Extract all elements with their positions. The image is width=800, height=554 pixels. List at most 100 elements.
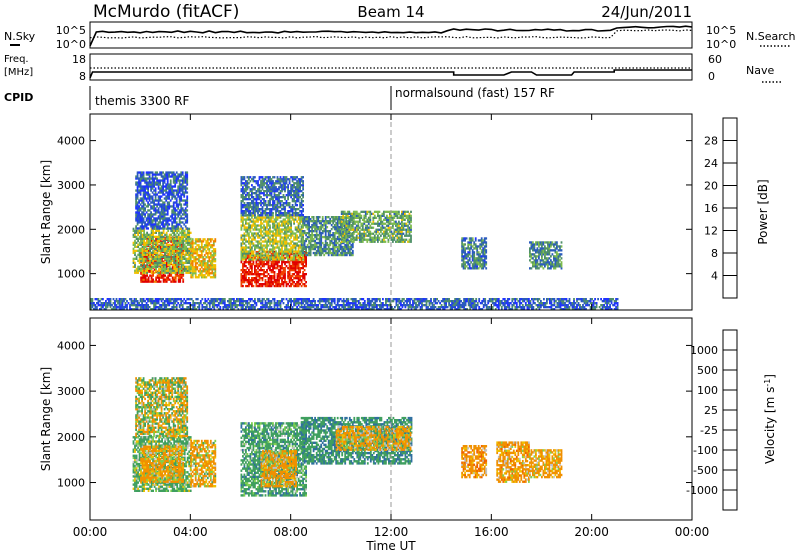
heatmap-cell bbox=[200, 266, 203, 269]
heatmap-cell bbox=[134, 257, 136, 260]
power-heatmap-cells bbox=[90, 171, 619, 311]
heatmap-cell bbox=[290, 220, 292, 223]
heatmap-cell bbox=[177, 269, 180, 272]
heatmap-cell bbox=[152, 265, 154, 268]
heatmap-cell bbox=[146, 263, 148, 266]
heatmap-cell bbox=[135, 229, 138, 232]
heatmap-cell bbox=[315, 224, 318, 227]
heatmap-cell bbox=[147, 239, 150, 242]
heatmap-cell bbox=[185, 257, 188, 260]
heatmap-cell bbox=[255, 244, 258, 247]
heatmap-cell bbox=[147, 201, 149, 204]
heatmap-cell bbox=[320, 228, 323, 231]
heatmap-cell bbox=[183, 233, 186, 236]
heatmap-cell bbox=[203, 238, 206, 241]
heatmap-cell bbox=[246, 180, 249, 183]
heatmap-cell bbox=[369, 216, 372, 219]
heatmap-cell bbox=[264, 279, 267, 282]
heatmap-cell bbox=[321, 241, 324, 245]
heatmap-cell bbox=[290, 228, 292, 231]
heatmap-cell bbox=[300, 245, 303, 249]
heatmap-cell bbox=[166, 225, 169, 228]
heatmap-cell bbox=[163, 209, 166, 212]
heatmap-cell bbox=[132, 249, 135, 252]
heatmap-cell bbox=[297, 194, 300, 197]
heatmap-cell bbox=[275, 220, 277, 223]
heatmap-cell bbox=[248, 269, 250, 272]
heatmap-cell bbox=[330, 239, 333, 243]
heatmap-cell bbox=[269, 267, 271, 270]
heatmap-cell bbox=[276, 263, 279, 266]
heatmap-cell bbox=[297, 281, 300, 284]
heatmap-cell bbox=[179, 276, 182, 279]
heatmap-cell bbox=[134, 253, 136, 256]
heatmap-cell bbox=[264, 178, 267, 181]
heatmap-cell bbox=[150, 269, 153, 272]
heatmap-cell bbox=[242, 186, 244, 189]
heatmap-cell bbox=[148, 209, 151, 212]
heatmap-cell bbox=[179, 227, 182, 230]
heatmap-cell bbox=[142, 201, 145, 204]
heatmap-cell bbox=[141, 189, 143, 192]
heatmap-cell bbox=[141, 237, 144, 240]
heatmap-cell bbox=[209, 240, 212, 243]
heatmap-cell bbox=[151, 175, 154, 178]
heatmap-cell bbox=[275, 238, 277, 241]
heatmap-cell bbox=[167, 271, 170, 274]
heatmap-cell bbox=[181, 221, 184, 224]
heatmap-cell bbox=[373, 234, 376, 237]
heatmap-cell bbox=[169, 179, 172, 182]
heatmap-cell bbox=[142, 227, 145, 230]
heatmap-cell bbox=[180, 239, 183, 242]
heatmap-cell bbox=[141, 264, 144, 267]
heatmap-cell bbox=[135, 177, 137, 180]
heatmap-cell bbox=[276, 242, 279, 245]
freq-right-tick-bottom: 0 bbox=[708, 70, 715, 83]
heatmap-cell bbox=[186, 183, 189, 186]
heatmap-cell bbox=[180, 249, 183, 252]
heatmap-cell bbox=[243, 176, 246, 179]
heatmap-cell bbox=[175, 209, 178, 212]
heatmap-cell bbox=[258, 265, 261, 268]
heatmap-cell bbox=[134, 243, 136, 246]
heatmap-cell bbox=[161, 255, 163, 258]
heatmap-cell bbox=[158, 249, 160, 252]
heatmap-cell bbox=[320, 222, 323, 225]
heatmap-cell bbox=[139, 199, 142, 202]
heatmap-cell bbox=[162, 247, 165, 250]
heatmap-cell bbox=[248, 182, 250, 185]
heatmap-cell bbox=[186, 231, 189, 234]
heatmap-cell bbox=[179, 271, 182, 274]
heatmap-cell bbox=[255, 228, 258, 231]
heatmap-cell bbox=[288, 218, 291, 221]
heatmap-cell bbox=[136, 197, 139, 200]
heatmap-cell bbox=[168, 263, 171, 266]
heatmap-cell bbox=[186, 179, 189, 182]
heatmap-cell bbox=[288, 180, 291, 183]
heatmap-cell bbox=[369, 224, 372, 227]
heatmap-cell bbox=[288, 202, 291, 205]
heatmap-cell bbox=[165, 189, 168, 192]
heatmap-cell bbox=[139, 217, 142, 220]
heatmap-cell bbox=[260, 242, 262, 245]
heatmap-cell bbox=[139, 187, 142, 190]
heatmap-cell bbox=[149, 255, 151, 258]
heatmap-cell bbox=[155, 247, 157, 250]
heatmap-cell bbox=[186, 267, 189, 270]
heatmap-cell bbox=[249, 236, 252, 239]
heatmap-cell bbox=[161, 267, 163, 270]
heatmap-cell bbox=[144, 233, 147, 236]
heatmap-cell bbox=[179, 253, 182, 256]
heatmap-cell bbox=[162, 269, 165, 272]
heatmap-cell bbox=[165, 243, 168, 246]
heatmap-cell bbox=[162, 255, 165, 258]
heatmap-cell bbox=[138, 215, 140, 218]
heatmap-cell bbox=[168, 274, 171, 277]
heatmap-cell bbox=[263, 192, 265, 195]
heatmap-cell bbox=[153, 245, 156, 248]
heatmap-cell bbox=[288, 212, 291, 215]
heatmap-cell bbox=[152, 235, 154, 238]
heatmap-cell bbox=[149, 274, 151, 277]
heatmap-cell bbox=[140, 263, 142, 266]
